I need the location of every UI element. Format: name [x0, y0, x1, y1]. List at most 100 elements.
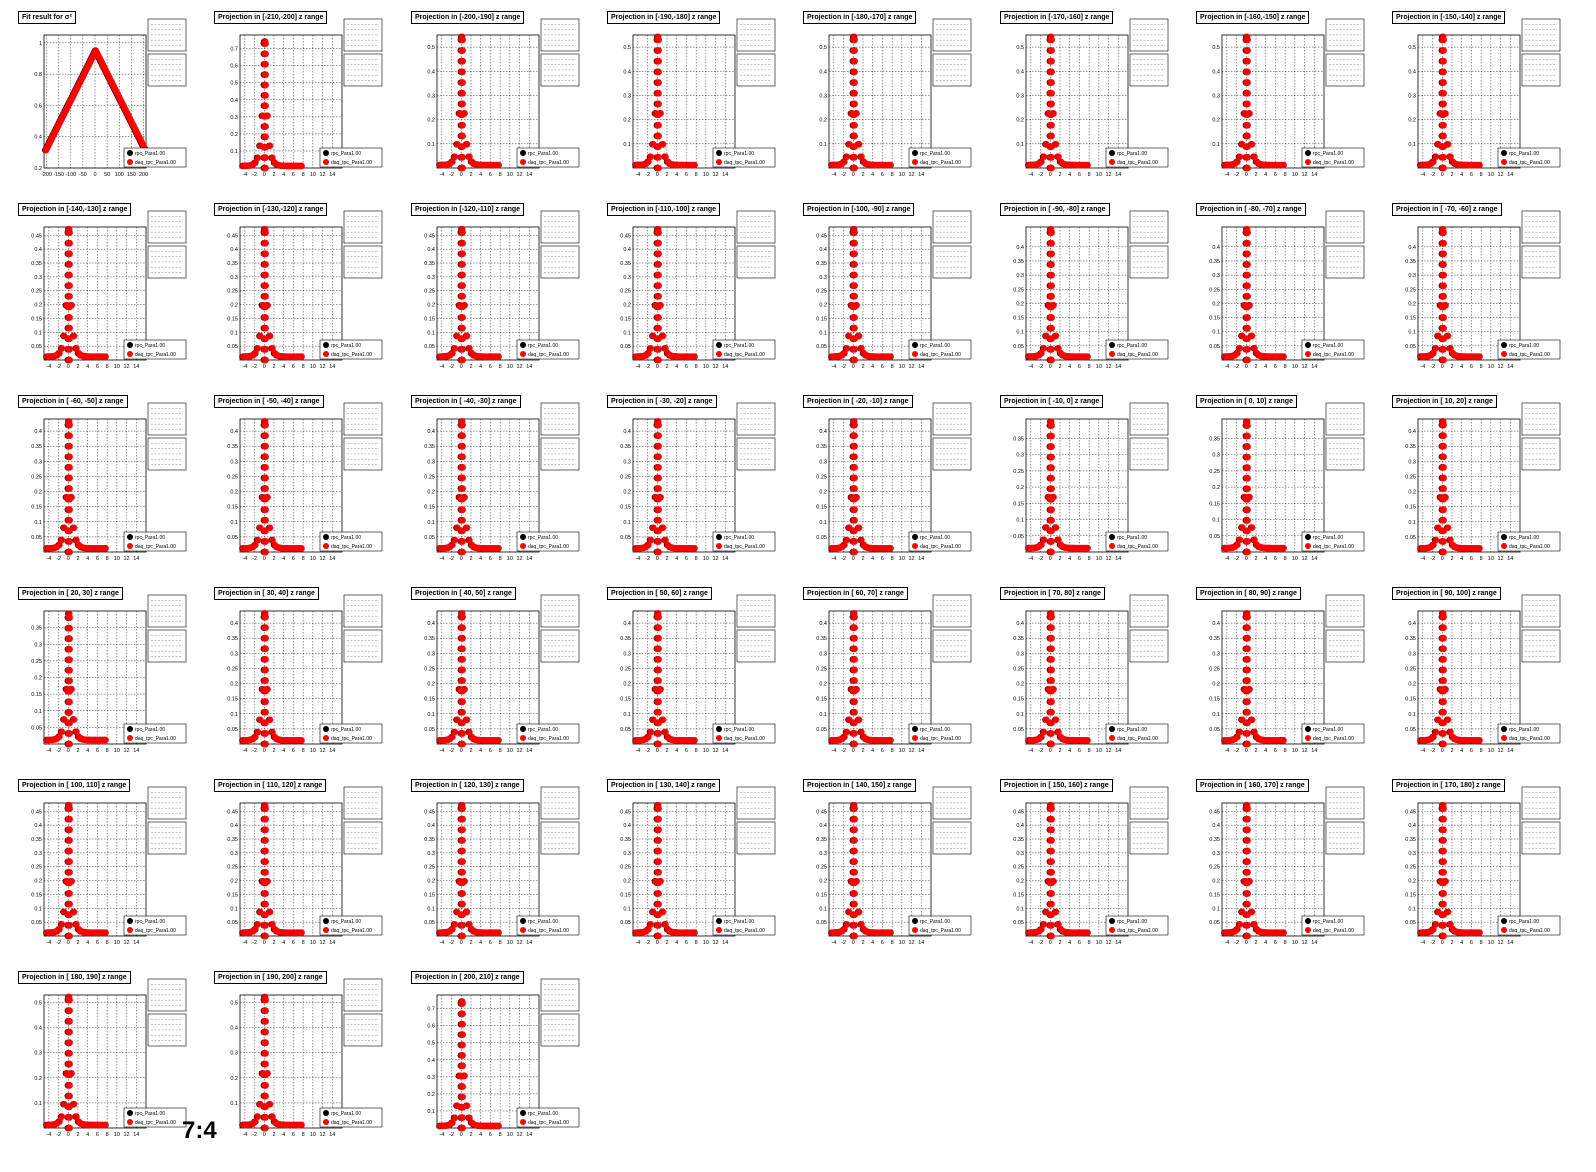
y-tick-label: 0.3: [1408, 459, 1416, 465]
y-tick-label: 0.2: [230, 303, 238, 309]
chart-svg: -4 -2 0 2 4 6 8 10 12 14 0.1 0.2 0.3 0.4 0.5 rpc_Para1.…: [427, 18, 580, 178]
data-point-daq: [262, 303, 269, 311]
y-tick-label: 0.2: [623, 118, 631, 124]
y-tick-label: 0.35: [31, 444, 42, 450]
y-tick-label: 0.35: [1209, 436, 1220, 442]
x-tick-label: 14: [526, 556, 532, 562]
x-tick-label: 0: [1441, 556, 1444, 562]
y-tick-label: 0.4: [427, 621, 435, 627]
legend-box: [1497, 339, 1561, 360]
data-point-daq: [851, 463, 858, 471]
x-tick-label: -4: [1420, 748, 1425, 754]
x-tick-label: 10: [1096, 172, 1102, 178]
legend-marker-rpc: [1305, 342, 1311, 348]
data-point-daq: [647, 536, 655, 544]
y-tick-label: 0.1: [819, 142, 827, 148]
data-point-daq: [459, 485, 466, 492]
x-tick-label: 2: [1450, 556, 1453, 562]
legend-label: daq_tpc_Para1.00: [920, 736, 961, 742]
chart-pad: Projection in [-210,-200] z range -4 -2 0 2 4…: [208, 8, 404, 196]
y-tick-label: 0.35: [227, 261, 238, 267]
legend-label: rpc_Para1.00: [1509, 343, 1539, 349]
legend-marker-rpc: [1109, 342, 1115, 348]
data-point-daq: [843, 344, 851, 352]
chart-title: Projection in [ 30, 40] z range: [214, 587, 319, 600]
data-point-daq: [1244, 143, 1251, 151]
legend-box: [908, 339, 972, 360]
y-tick-label: 0.35: [1405, 444, 1416, 450]
chart-title: Projection in [ -50, -40] z range: [214, 395, 324, 408]
y-tick-label: 0.5: [819, 45, 827, 51]
data-point-daq: [887, 353, 894, 361]
data-point-daq: [102, 736, 109, 744]
data-point-daq: [1048, 121, 1055, 129]
legend-marker-rpc: [520, 150, 526, 156]
data-point-daq: [1440, 495, 1447, 503]
data-point-daq: [691, 544, 698, 552]
x-tick-label: 6: [685, 364, 688, 370]
x-tick-label: 150: [127, 172, 136, 178]
y-tick-label: 0.25: [31, 659, 42, 665]
data-point-daq: [1244, 634, 1251, 642]
data-point-daq: [887, 736, 894, 744]
y-tick-label: 0.35: [424, 261, 435, 267]
legend-marker-daq: [912, 159, 918, 165]
y-tick-label: 0.2: [819, 490, 827, 496]
data-point-daq: [459, 345, 466, 353]
chart-pad: Projection in [ 10, 20] z range -4 -2 0 2 4 6 8…: [1386, 392, 1582, 580]
data-point-daq: [262, 421, 269, 429]
x-tick-label: 0: [1441, 748, 1444, 754]
chart-title: Projection in [ -30, -20] z range: [607, 395, 717, 408]
y-tick-label: 0.25: [816, 474, 827, 480]
x-tick-label: 14: [1507, 748, 1513, 754]
x-tick-label: 14: [1115, 748, 1121, 754]
legend-label: rpc_Para1.00: [528, 343, 558, 349]
plot-frame: [632, 610, 736, 745]
data-point-daq: [1440, 345, 1447, 353]
y-tick-label: 0.6: [230, 64, 238, 70]
data-point-daq: [66, 645, 73, 653]
data-point-daq: [1048, 143, 1055, 151]
data-point-daq: [1236, 153, 1244, 161]
data-point-daq: [1048, 47, 1055, 54]
data-point-daq: [655, 613, 662, 621]
x-tick-label: 4: [675, 748, 678, 754]
data-point-daq: [1084, 544, 1091, 552]
x-tick-label: 4: [1068, 556, 1071, 562]
y-tick-label: 0.3: [1408, 273, 1416, 279]
data-point-daq: [655, 68, 662, 76]
data-point-daq: [851, 655, 858, 663]
y-tick-label: 0.5: [427, 45, 435, 51]
data-point-daq: [1244, 687, 1251, 695]
legend-marker-rpc: [520, 726, 526, 732]
chart-title: Projection in [ 20, 30] z range: [18, 587, 123, 600]
data-point-daq: [459, 68, 466, 76]
data-point-daq: [459, 634, 466, 642]
x-tick-label: 14: [722, 556, 728, 562]
data-point-daq: [66, 421, 73, 429]
data-point-daq: [459, 282, 466, 290]
y-tick-label: 0.4: [1408, 245, 1416, 251]
data-point-daq: [262, 645, 269, 653]
data-point-daq: [655, 271, 662, 279]
y-tick-label: 0.3: [1212, 651, 1220, 657]
chart-svg: -4 -2 0 2 4 6 8 10 12 14 0.05 0.1 0.15 0.2 0.25 0.3 0.35…: [227, 210, 383, 370]
plot-frame: [1417, 418, 1521, 553]
data-point-daq: [851, 229, 858, 236]
x-tick-label: 14: [526, 748, 532, 754]
chart-title: Projection in [ 70, 80] z range: [1000, 587, 1105, 600]
y-tick-label: 0.15: [1209, 697, 1220, 703]
y-tick-label: 0.35: [424, 636, 435, 642]
y-tick-label: 0.15: [620, 697, 631, 703]
data-point-daq: [459, 687, 466, 695]
x-tick-label: 0: [656, 172, 659, 178]
y-tick-label: 0.2: [1212, 682, 1220, 688]
data-point-daq: [459, 730, 466, 737]
data-point-daq: [262, 91, 269, 99]
data-point-daq: [655, 261, 662, 268]
x-tick-label: 8: [1088, 748, 1091, 754]
data-point-daq: [1244, 345, 1251, 353]
y-tick-label: 0.05: [816, 727, 827, 733]
data-point-daq: [66, 271, 73, 279]
data-point-daq: [451, 536, 459, 544]
